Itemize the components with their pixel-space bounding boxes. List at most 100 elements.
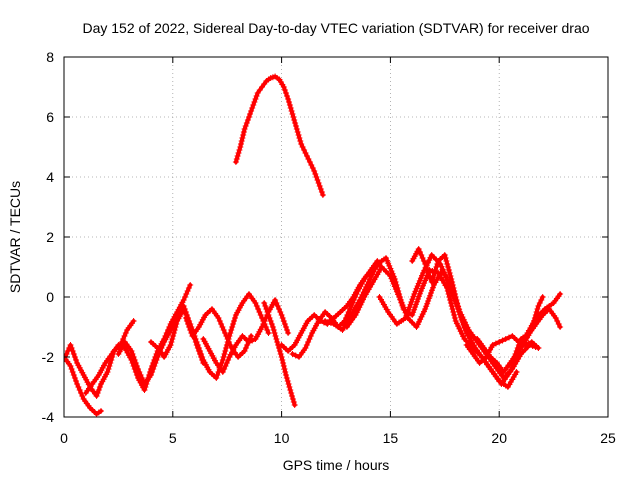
data-point bbox=[273, 75, 277, 78]
data-point bbox=[321, 193, 325, 197]
data-point bbox=[82, 373, 86, 377]
data-point bbox=[515, 349, 519, 353]
data-point bbox=[125, 328, 129, 332]
data-point bbox=[116, 352, 120, 356]
data-point bbox=[528, 331, 532, 335]
data-point bbox=[132, 319, 136, 323]
data-point bbox=[260, 316, 264, 320]
data-point bbox=[554, 316, 558, 320]
data-point bbox=[286, 97, 290, 101]
data-point bbox=[95, 394, 99, 398]
data-point bbox=[345, 304, 349, 308]
data-point bbox=[69, 364, 72, 368]
data-point bbox=[436, 259, 440, 263]
data-point bbox=[415, 325, 418, 329]
data-point bbox=[338, 310, 342, 314]
data-point bbox=[304, 346, 307, 350]
data-point bbox=[362, 277, 366, 281]
y-tick-label: 6 bbox=[46, 109, 54, 125]
data-point bbox=[308, 160, 312, 164]
data-point bbox=[312, 313, 316, 317]
data-point bbox=[240, 334, 244, 338]
data-point bbox=[317, 181, 321, 185]
data-point bbox=[310, 331, 314, 335]
data-point bbox=[136, 367, 140, 371]
y-tick-label: 8 bbox=[46, 49, 54, 65]
data-point bbox=[75, 361, 79, 365]
data-point bbox=[182, 307, 186, 311]
series-arc-early-2 bbox=[64, 354, 104, 417]
data-point bbox=[515, 370, 519, 374]
data-point bbox=[82, 397, 86, 401]
data-point bbox=[547, 307, 551, 311]
data-point bbox=[423, 262, 427, 266]
data-point bbox=[530, 340, 534, 344]
data-point bbox=[254, 337, 257, 341]
x-tick-label: 20 bbox=[491, 430, 507, 446]
data-point bbox=[175, 319, 179, 323]
data-point bbox=[367, 280, 371, 284]
data-point bbox=[362, 295, 366, 299]
data-point bbox=[558, 325, 562, 329]
data-point bbox=[156, 346, 160, 350]
data-point bbox=[197, 325, 201, 329]
data-point bbox=[419, 289, 423, 293]
data-point bbox=[162, 340, 166, 344]
data-point bbox=[541, 295, 545, 299]
grid-lines bbox=[64, 57, 608, 417]
data-point bbox=[417, 247, 421, 251]
data-point bbox=[295, 127, 299, 131]
data-point bbox=[249, 334, 253, 338]
data-point bbox=[136, 376, 140, 380]
data-point bbox=[369, 268, 373, 272]
data-point bbox=[273, 298, 277, 302]
data-point bbox=[454, 319, 458, 323]
data-point bbox=[356, 289, 360, 293]
data-point bbox=[317, 319, 321, 323]
data-point bbox=[447, 283, 451, 287]
data-point bbox=[508, 370, 512, 374]
data-point bbox=[293, 403, 297, 407]
data-layer bbox=[64, 73, 564, 417]
axis-ticks: 0 5 10 15 20 25 -4 -2 0 2 4 6 8 bbox=[42, 49, 616, 446]
data-point bbox=[475, 337, 479, 341]
data-point bbox=[465, 343, 469, 347]
data-point bbox=[354, 313, 358, 317]
series-arc-evening-3 bbox=[509, 294, 546, 366]
data-point bbox=[471, 352, 475, 356]
x-tick-label: 10 bbox=[274, 430, 290, 446]
data-point bbox=[84, 391, 88, 395]
data-point bbox=[247, 115, 251, 119]
data-point bbox=[182, 298, 186, 302]
data-point bbox=[234, 343, 238, 347]
y-axis-label: SDTVAR / TECUs bbox=[7, 181, 23, 293]
data-point bbox=[410, 259, 414, 263]
data-point bbox=[143, 388, 146, 392]
data-point bbox=[341, 328, 344, 332]
data-point bbox=[236, 355, 240, 359]
data-point bbox=[421, 271, 425, 275]
series-arc-drop bbox=[261, 300, 298, 408]
data-point bbox=[493, 364, 497, 368]
data-point bbox=[395, 322, 399, 326]
data-point bbox=[238, 145, 242, 149]
data-point bbox=[195, 340, 199, 344]
data-point bbox=[291, 352, 294, 356]
data-point bbox=[262, 301, 266, 305]
data-point bbox=[184, 316, 188, 320]
data-point bbox=[502, 370, 506, 374]
data-point bbox=[323, 319, 327, 323]
data-point bbox=[473, 346, 477, 350]
data-point bbox=[323, 310, 327, 314]
data-point bbox=[169, 328, 173, 332]
data-point bbox=[221, 358, 225, 362]
data-point bbox=[349, 313, 353, 317]
series-arc-morning-2 bbox=[182, 306, 255, 360]
data-point bbox=[489, 355, 492, 359]
data-point bbox=[491, 370, 495, 374]
data-point bbox=[203, 313, 207, 317]
data-point bbox=[510, 361, 514, 365]
data-point bbox=[388, 274, 392, 278]
data-point bbox=[264, 79, 268, 83]
